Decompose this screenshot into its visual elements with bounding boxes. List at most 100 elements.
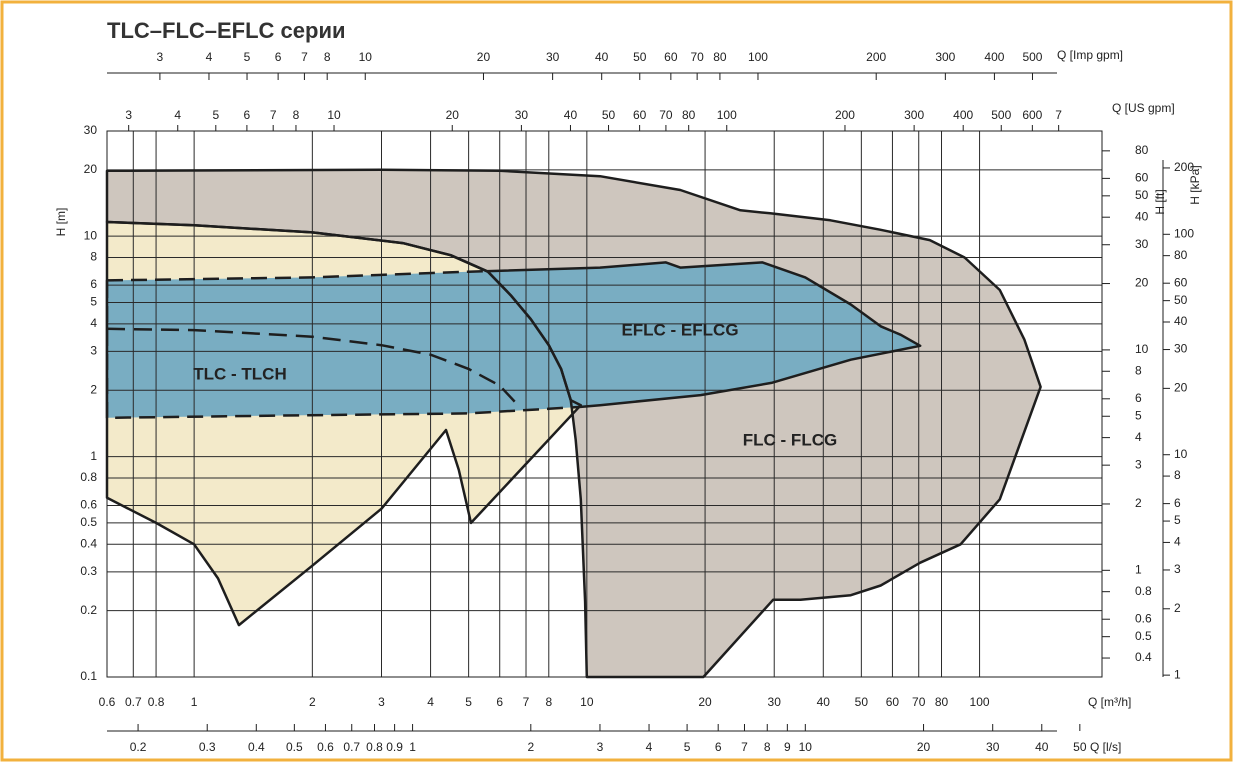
x-tick-label: 50 (633, 50, 647, 64)
x-tick-label: 200 (835, 108, 855, 122)
x-tick-label: 0.8 (148, 695, 165, 709)
region-outline-dashed (107, 261, 581, 420)
x-tick-label: 0.7 (125, 695, 142, 709)
x-tick-label: 30 (515, 108, 529, 122)
x-tick-label: 20 (698, 695, 712, 709)
y-tick-label: 200 (1174, 160, 1194, 174)
x-tick-label: 10 (359, 50, 373, 64)
x-tick-label: 0.2 (130, 740, 147, 754)
y-axis-title: H [m] (54, 208, 68, 237)
x-tick-label: 20 (477, 50, 491, 64)
x-tick-label: 10 (327, 108, 341, 122)
x-tick-label: 40 (1035, 740, 1049, 754)
curve (106, 327, 517, 404)
x-axis-title: Q [Imp gpm] (1057, 48, 1123, 62)
y-tick-label: 0.8 (1135, 584, 1152, 598)
region-outlines: FLC - FLCG TLC - TLCH EFLC - EFLCG (105, 168, 1042, 679)
y-tick-label: 80 (1174, 248, 1188, 262)
x-tick-label: 70 (690, 50, 704, 64)
y-tick-label: 2 (1174, 601, 1181, 615)
x-tick-label: 100 (748, 50, 768, 64)
x-tick-label: 1 (409, 740, 416, 754)
y-tick-label: 40 (1135, 209, 1149, 223)
x-tick-label: 4 (174, 108, 181, 122)
x-tick-label: 0.6 (99, 695, 116, 709)
x-tick-label: 9 (784, 740, 791, 754)
x-tick-label: 400 (984, 50, 1004, 64)
y-tick-label: 3 (1135, 457, 1142, 471)
y-tick-label: 1 (1135, 562, 1142, 576)
y-tick-label: 4 (90, 316, 97, 330)
y-tick-label: 0.4 (1135, 650, 1152, 664)
x-tick-label: 500 (991, 108, 1011, 122)
region (107, 262, 921, 418)
x-tick-label: 5 (244, 50, 251, 64)
y-tick-label: 30 (1174, 342, 1188, 356)
y-tick-label: 80 (1135, 143, 1149, 157)
grid (106, 130, 1103, 678)
y-tick-label: 10 (1174, 447, 1188, 461)
y-tick-label: 0.6 (1135, 611, 1152, 625)
y-tick-label: 30 (1135, 237, 1149, 251)
y-tick-label: 60 (1174, 275, 1188, 289)
x-tick-label: 60 (633, 108, 647, 122)
x-tick-label: 40 (817, 695, 831, 709)
x-tick-label: 100 (970, 695, 990, 709)
y-tick-label: 8 (1135, 363, 1142, 377)
x-tick-label: 400 (953, 108, 973, 122)
x-tick-label: 7 (301, 50, 308, 64)
x-tick-label: 60 (886, 695, 900, 709)
x-tick-label: 80 (935, 695, 949, 709)
x-axis-title: Q [m³/h] (1088, 695, 1131, 709)
x-tick-label: 50 (602, 108, 616, 122)
x-tick-label: 100 (717, 108, 737, 122)
y-tick-label: 8 (90, 250, 97, 264)
region-label: FLC - FLCG (743, 430, 837, 449)
x-tick-label: 4 (646, 740, 653, 754)
y-tick-label: 20 (1174, 381, 1188, 395)
y-tick-label: 0.8 (80, 470, 97, 484)
y-tick-label: 6 (1174, 496, 1181, 510)
x-tick-label: 8 (545, 695, 552, 709)
axes: 0.6 0.7 0.8 1 2 3 4 5 6 7 8 10 20 30 40 50 60 70 80 100 Q [m… (54, 48, 1202, 754)
x-tick-label: 10 (799, 740, 813, 754)
x-tick-label: 8 (764, 740, 771, 754)
x-tick-label: 0.5 (286, 740, 303, 754)
y-tick-label: 0.5 (1135, 629, 1152, 643)
x-tick-label: 200 (866, 50, 886, 64)
x-tick-label: 5 (465, 695, 472, 709)
x-tick-label: 0.7 (343, 740, 360, 754)
x-tick-label: 300 (904, 108, 924, 122)
x-tick-label: 70 (912, 695, 926, 709)
y-tick-label: 10 (84, 228, 98, 242)
y-tick-label: 10 (1135, 342, 1149, 356)
y-tick-label: 1 (1174, 667, 1181, 681)
x-tick-label: 80 (713, 50, 727, 64)
x-tick-label: 0.3 (199, 740, 216, 754)
x-tick-label: 20 (446, 108, 460, 122)
y-tick-label: 6 (1135, 391, 1142, 405)
y-axis-title: H [kPa] (1188, 165, 1202, 204)
x-tick-label: 80 (682, 108, 696, 122)
x-tick-label: 2 (527, 740, 534, 754)
y-tick-label: 5 (1174, 513, 1181, 527)
y-tick-label: 0.3 (80, 564, 97, 578)
x-tick-label: 3 (157, 50, 164, 64)
y-tick-label: 50 (1135, 188, 1149, 202)
x-tick-label: 30 (986, 740, 1000, 754)
y-tick-label: 4 (1174, 535, 1181, 549)
chart-title: TLC–FLC–EFLC серии (107, 18, 346, 43)
region-label: TLC - TLCH (193, 364, 286, 383)
x-tick-label: 300 (935, 50, 955, 64)
y-tick-label: 2 (90, 382, 97, 396)
y-tick-label: 6 (90, 277, 97, 291)
x-tick-label: 70 (659, 108, 673, 122)
y-axis-title: H [ft] (1153, 189, 1167, 214)
y-tick-label: 0.1 (80, 669, 97, 683)
y-tick-label: 50 (1174, 293, 1188, 307)
x-tick-label: 30 (768, 695, 782, 709)
y-tick-label: 40 (1174, 314, 1188, 328)
x-axis-title: Q [l/s] (1090, 740, 1121, 754)
